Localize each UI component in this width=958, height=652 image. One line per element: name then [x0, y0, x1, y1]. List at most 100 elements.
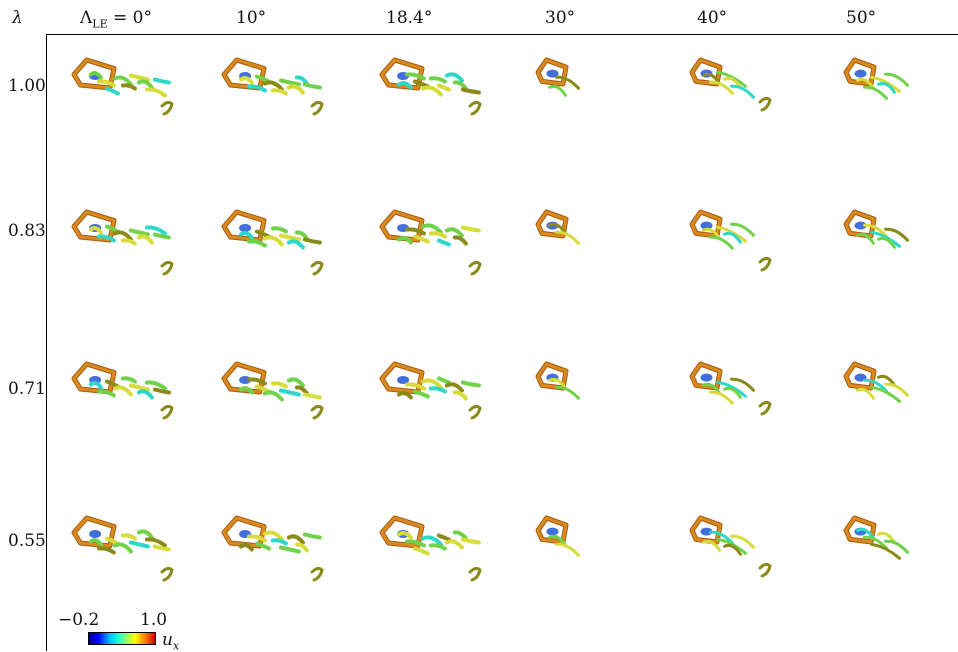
wake-structure — [136, 79, 154, 90]
wake-structure — [112, 230, 133, 242]
wake-structure — [877, 531, 896, 544]
wake-structure — [412, 234, 430, 244]
wake-structure — [96, 389, 116, 398]
wake-structure — [702, 539, 721, 552]
wake-structure — [460, 380, 481, 388]
wake-blob — [758, 256, 772, 272]
wake-structure — [730, 377, 755, 392]
vortex-loop — [536, 58, 568, 86]
vortex-core — [700, 221, 713, 230]
vortex-core — [700, 527, 713, 536]
vortex-core — [239, 224, 252, 232]
wake-structure — [436, 83, 451, 92]
vortex-loop — [72, 516, 116, 548]
wake-structure — [302, 392, 322, 400]
wake-structure — [702, 382, 721, 395]
wake-structure — [88, 71, 103, 80]
wake-structure — [120, 238, 137, 246]
wake-structure — [723, 543, 742, 556]
vortex-loop — [536, 516, 568, 544]
vortex-loop — [380, 362, 424, 394]
wake-structure — [238, 386, 254, 395]
wake-structure — [128, 73, 150, 82]
wake-structure — [870, 75, 901, 93]
wake-structure — [136, 389, 154, 400]
wake-structure — [884, 382, 909, 397]
colorbar-min-label: −0.2 — [58, 610, 100, 630]
wake-blob — [468, 566, 482, 582]
wake-structure — [286, 534, 305, 545]
wake-structure — [856, 77, 875, 90]
wake-structure — [152, 544, 171, 552]
wake-structure — [730, 222, 755, 237]
vortex-core — [700, 373, 713, 382]
wake-structure — [709, 530, 734, 545]
wake-blob — [468, 260, 482, 276]
vortex-loop — [690, 362, 722, 390]
vortex-cell-r1-c1 — [221, 209, 324, 276]
wake-structure — [294, 542, 309, 553]
vortex-cell-r3-c5 — [843, 515, 909, 560]
wake-structure — [238, 543, 254, 552]
vortex-cell-r2-c4 — [689, 361, 772, 416]
wake-structure — [144, 87, 167, 98]
wake-structure — [144, 380, 167, 391]
column-label-sweep-30: 30° — [545, 8, 576, 28]
vortex-cell-r0-c4 — [689, 57, 772, 112]
wake-structure — [120, 533, 137, 541]
column-label-sweep-0: ΛLE = 0° — [80, 8, 152, 31]
row-axis-label: λ — [12, 8, 23, 28]
wake-structure — [238, 231, 254, 240]
wake-structure — [262, 235, 284, 247]
vortex-loop — [844, 362, 876, 390]
wake-structure — [104, 86, 120, 96]
wake-structure — [96, 546, 116, 555]
wake-structure — [709, 390, 734, 405]
vortex-loop — [222, 210, 266, 242]
wake-structure — [420, 223, 443, 235]
wake-structure — [396, 236, 413, 245]
wake-structure — [246, 84, 267, 93]
colorbar — [88, 632, 156, 645]
wake-blob — [758, 96, 772, 112]
vortex-cell-r3-c4 — [689, 515, 772, 578]
wake-structure — [404, 382, 426, 391]
wake-blob — [310, 100, 324, 116]
wake-structure — [246, 239, 267, 248]
wake-structure — [88, 381, 103, 390]
wake-structure — [104, 379, 120, 389]
wake-structure — [144, 537, 167, 548]
column-label-sweep-10: 10° — [236, 8, 267, 28]
wake-blob — [160, 566, 174, 582]
wake-structure — [444, 72, 464, 83]
vortex-cell-r0-c3 — [535, 57, 580, 97]
wake-blob — [310, 260, 324, 276]
wake-structure — [723, 386, 742, 399]
wake-structure — [270, 381, 288, 389]
wake-structure — [420, 85, 443, 97]
vortex-cell-r0-c2 — [379, 57, 482, 116]
wake-structure — [856, 232, 875, 245]
vortex-core — [89, 530, 102, 538]
column-label-sweep-40: 40° — [697, 8, 728, 28]
wake-structure — [286, 377, 305, 388]
wake-structure — [404, 72, 426, 81]
wake-structure — [436, 376, 451, 385]
wake-structure — [460, 225, 481, 233]
wake-structure — [428, 231, 447, 239]
wake-structure — [294, 385, 309, 396]
vortex-cell-r3-c0 — [71, 515, 174, 582]
wake-structure — [120, 83, 137, 91]
vortex-cell-r1-c4 — [689, 209, 772, 272]
column-label-sweep-50: 50° — [846, 8, 877, 28]
wake-structure — [270, 226, 288, 234]
wake-structure — [112, 75, 133, 87]
wake-structure — [884, 539, 909, 554]
wake-structure — [396, 531, 413, 540]
vortex-cell-r0-c5 — [843, 57, 909, 100]
wake-structure — [128, 228, 150, 237]
vortex-core — [546, 69, 559, 78]
vortex-cell-r0-c1 — [221, 57, 324, 116]
wake-structure — [262, 390, 284, 402]
